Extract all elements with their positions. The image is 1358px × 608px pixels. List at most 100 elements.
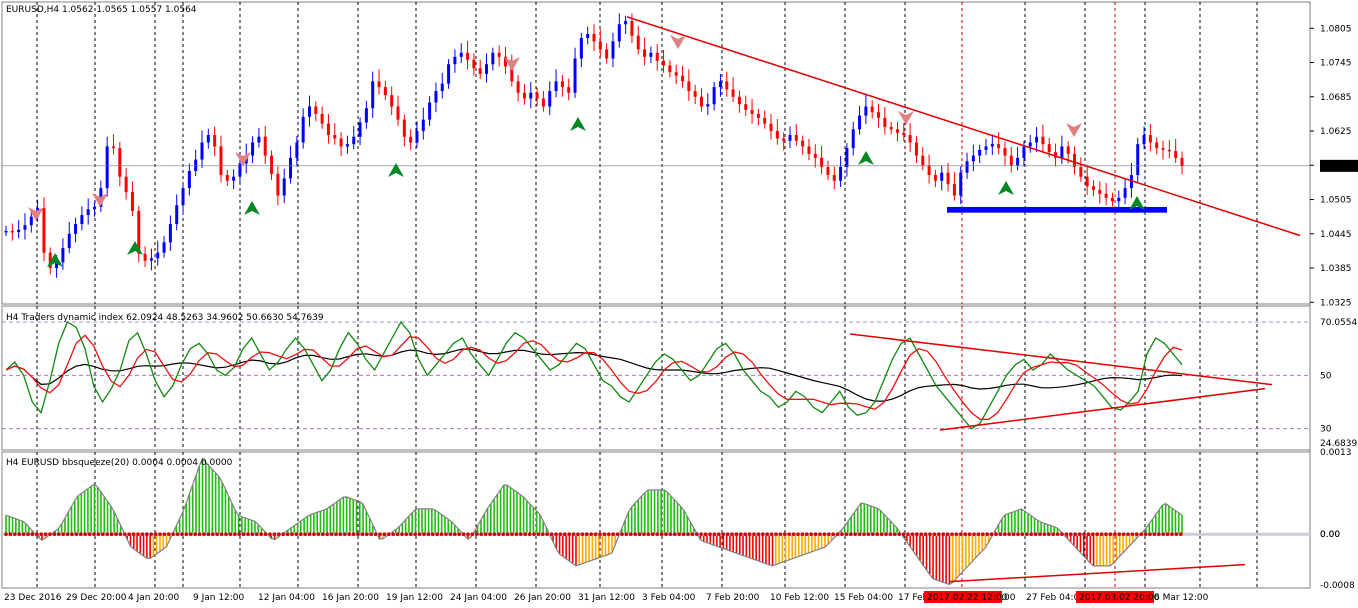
- squeeze-dot: [153, 532, 158, 537]
- candle-body: [902, 132, 906, 136]
- time-tick-label: :00: [1001, 593, 1016, 603]
- candle-body: [586, 33, 590, 38]
- squeeze-dot: [259, 532, 264, 537]
- candle-body: [1161, 148, 1165, 150]
- candle-body: [238, 163, 242, 177]
- candle-body: [93, 206, 97, 210]
- candle-body: [535, 92, 539, 99]
- candle-body: [775, 131, 779, 139]
- squeeze-dot: [809, 532, 813, 537]
- candle-body: [339, 138, 343, 147]
- squeeze-dot: [646, 532, 651, 537]
- candle-body: [1009, 155, 1013, 166]
- squeeze-dot: [365, 532, 369, 537]
- squeeze-dot: [461, 532, 466, 537]
- candle-body: [756, 113, 760, 118]
- candle-body: [1035, 136, 1039, 143]
- squeeze-dot: [950, 532, 954, 537]
- candle-body: [1022, 146, 1026, 158]
- squeeze-dot: [1003, 532, 1007, 537]
- squeeze-dot: [510, 532, 514, 537]
- price-tick-label: 1.0745: [1320, 59, 1352, 69]
- candle-body: [895, 129, 899, 133]
- squeeze-dot: [743, 532, 747, 537]
- squeeze-dot: [800, 532, 805, 537]
- squeeze-dot: [695, 532, 699, 537]
- squeeze-dot: [919, 532, 923, 537]
- candle-body: [213, 135, 217, 147]
- sell-arrow-icon: [235, 152, 251, 166]
- squeeze-dot: [145, 532, 149, 537]
- buy-arrow-icon: [570, 117, 586, 131]
- squeeze-dot: [193, 532, 197, 537]
- squeeze-dot: [57, 532, 61, 537]
- squeeze-dot: [131, 532, 136, 537]
- candle-body: [845, 148, 849, 167]
- squeeze-dot: [369, 532, 374, 537]
- candle-body: [649, 52, 653, 57]
- candle-body: [124, 176, 128, 193]
- squeeze-dot: [184, 532, 189, 537]
- sell-arrow-icon: [504, 57, 520, 71]
- candle-body: [4, 230, 8, 233]
- squeeze-dot: [228, 532, 233, 537]
- candle-body: [636, 35, 640, 50]
- candle-body: [851, 129, 855, 149]
- candle-body: [1054, 152, 1058, 158]
- squeeze-dot: [417, 532, 422, 537]
- squeeze-dot: [325, 532, 330, 537]
- squeeze-dot: [1117, 532, 1121, 537]
- squeeze-dot: [655, 532, 659, 537]
- squeeze-dot: [105, 532, 109, 537]
- squeeze-dot: [30, 532, 35, 537]
- time-tick-label: 16 Jan 20:00: [322, 593, 379, 603]
- candle-body: [662, 60, 666, 66]
- squeeze-dot: [8, 532, 13, 537]
- candle-body: [706, 104, 710, 107]
- squeeze-dot: [123, 532, 127, 537]
- candle-body: [409, 136, 413, 143]
- candle-body: [1041, 136, 1045, 145]
- tdi-level-label: 70.0554: [1320, 318, 1357, 328]
- candle-body: [301, 116, 305, 143]
- candle-body: [1003, 148, 1007, 156]
- squeeze-dot: [1042, 532, 1047, 537]
- candle-body: [971, 155, 975, 162]
- squeeze-dot: [1082, 532, 1086, 537]
- squeeze-dot: [659, 532, 664, 537]
- time-tick-label: 9 Jan 12:00: [193, 593, 245, 603]
- candle-body: [42, 208, 46, 253]
- squeeze-dot: [79, 532, 83, 537]
- time-highlight-tag: [924, 591, 1002, 603]
- squeeze-dot: [254, 532, 259, 537]
- tdi-lower-trendline: [939, 387, 1266, 431]
- squeeze-dot: [981, 532, 985, 537]
- buy-arrow-icon: [1129, 196, 1145, 210]
- tdi-market-base-line: [5, 348, 1183, 402]
- time-tick-label: 29 Dec 20:00: [66, 593, 127, 603]
- squeeze-dot: [162, 532, 167, 537]
- squeeze-dot: [1126, 532, 1130, 537]
- squeeze-dot: [224, 532, 228, 537]
- buy-arrow-icon: [998, 181, 1014, 195]
- squeeze-dot: [329, 532, 334, 537]
- squeeze-dot: [734, 532, 739, 537]
- trendline: [626, 16, 1301, 237]
- squeeze-dot: [871, 532, 875, 537]
- price-tick-label: 1.0325: [1320, 298, 1352, 308]
- squeeze-dot: [391, 532, 396, 537]
- candle-body: [788, 135, 792, 141]
- squeeze-dot: [26, 532, 30, 537]
- candle-body: [693, 91, 697, 97]
- candle-body: [794, 135, 798, 141]
- squeeze-dot: [294, 532, 299, 537]
- candle-body: [908, 135, 912, 143]
- squeeze-dot: [281, 532, 286, 537]
- squeeze-dot: [268, 532, 272, 537]
- candle-body: [933, 174, 937, 181]
- squeeze-dot: [475, 532, 479, 537]
- squeeze-dot: [835, 532, 840, 537]
- candle-body: [1085, 176, 1089, 187]
